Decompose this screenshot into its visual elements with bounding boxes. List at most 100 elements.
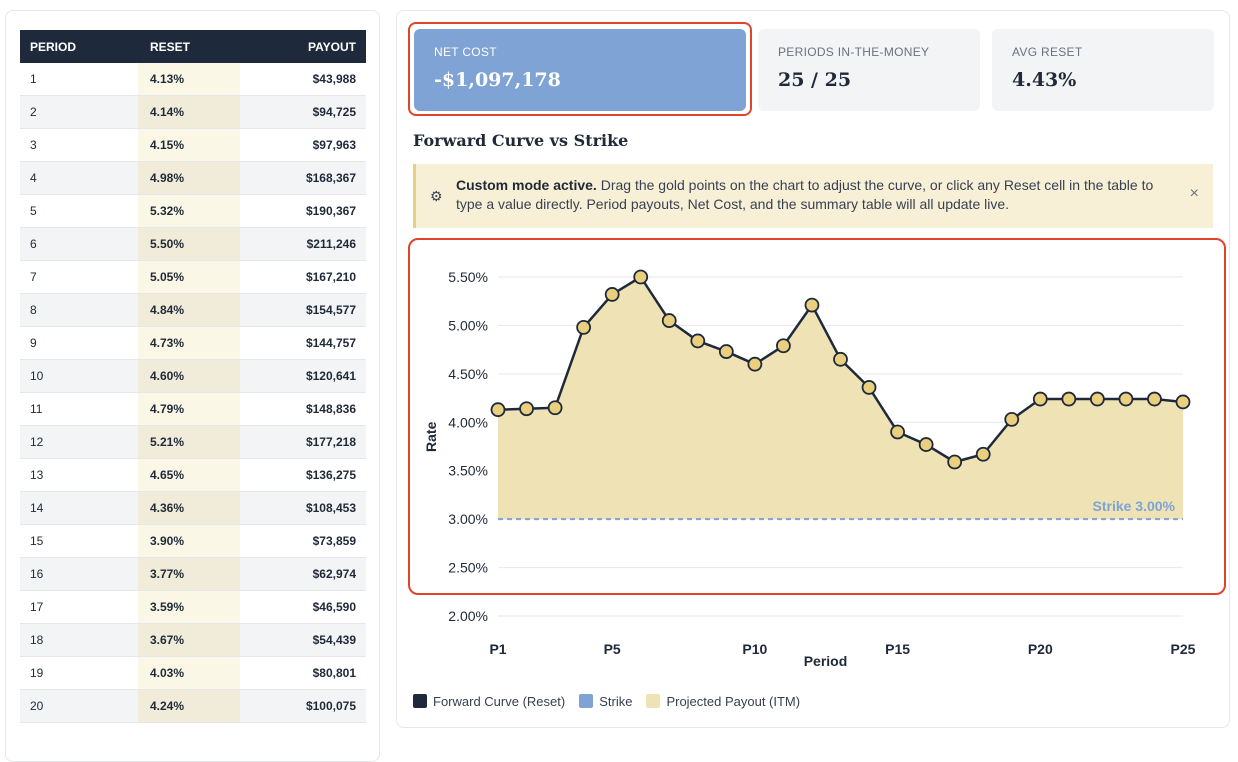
chart-highlight xyxy=(408,238,1226,595)
curve-point[interactable] xyxy=(1118,391,1134,407)
curve-point[interactable] xyxy=(804,297,820,313)
close-icon[interactable]: × xyxy=(1189,185,1199,202)
table-cell-reset[interactable]: 3.67% xyxy=(138,623,240,657)
curve-point[interactable] xyxy=(833,351,848,367)
chart-legend: Forward Curve (Reset) Strike Projected P… xyxy=(413,694,806,709)
table-cell-reset[interactable]: 5.50% xyxy=(138,227,240,261)
table-cell-reset[interactable]: 5.32% xyxy=(138,194,240,228)
curve-point[interactable] xyxy=(633,269,649,285)
table-cell-reset[interactable]: 5.05% xyxy=(138,260,240,294)
table-row: 5 5.32% $190,367 xyxy=(20,194,366,228)
table-cell-reset[interactable]: 3.77% xyxy=(138,557,240,591)
y-tick-label: 4.00% xyxy=(448,414,488,430)
y-tick-label: 5.50% xyxy=(448,269,488,285)
kpi-periods-itm-label: PERIODS IN-THE-MONEY xyxy=(778,45,930,59)
period-table: PERIOD RESET PAYOUT 1 4.13% $43,988 2 4.14% $… xyxy=(20,30,366,723)
table-cell-reset[interactable]: 4.24% xyxy=(138,689,240,723)
table-cell-period: 14 xyxy=(20,491,138,525)
x-tick-label: P1 xyxy=(489,641,506,657)
curve-point[interactable] xyxy=(576,319,592,335)
curve-point[interactable] xyxy=(747,356,763,372)
table-cell-period: 8 xyxy=(20,293,138,327)
table-row: 14 4.36% $108,453 xyxy=(20,491,366,525)
curve-point[interactable] xyxy=(718,344,734,359)
table-body: 1 4.13% $43,988 2 4.14% $94,725 3 4.15% $97,963 4… xyxy=(20,63,366,723)
strike-label: Strike 3.00% xyxy=(1093,498,1176,514)
curve-point[interactable] xyxy=(1061,391,1077,407)
table-cell-reset[interactable]: 4.03% xyxy=(138,656,240,690)
curve-point[interactable] xyxy=(1089,391,1105,407)
table-cell-reset[interactable]: 4.84% xyxy=(138,293,240,327)
notice-message: Custom mode active. Drag the gold points… xyxy=(456,176,1176,214)
curve-point[interactable] xyxy=(918,437,934,452)
table-cell-reset[interactable]: 4.98% xyxy=(138,161,240,195)
curve-point[interactable] xyxy=(690,333,706,349)
table-cell-reset[interactable]: 4.15% xyxy=(138,128,240,162)
table-cell-reset[interactable]: 5.21% xyxy=(138,425,240,459)
curve-point[interactable] xyxy=(776,338,791,354)
curve-point[interactable] xyxy=(661,313,677,328)
table-cell-payout: $54,439 xyxy=(240,623,366,657)
table-cell-reset[interactable]: 4.79% xyxy=(138,392,240,426)
curve-point[interactable] xyxy=(890,424,905,440)
curve-point[interactable] xyxy=(1032,391,1048,407)
table-row: 11 4.79% $148,836 xyxy=(20,392,366,426)
chart-section-title: Forward Curve vs Strike xyxy=(413,131,629,150)
curve-point[interactable] xyxy=(547,400,563,416)
table-cell-payout: $190,367 xyxy=(240,194,366,228)
table-cell-payout: $154,577 xyxy=(240,293,366,327)
table-cell-period: 10 xyxy=(20,359,138,393)
table-cell-reset[interactable]: 4.60% xyxy=(138,359,240,393)
table-cell-period: 3 xyxy=(20,128,138,162)
table-cell-reset[interactable]: 4.65% xyxy=(138,458,240,492)
curve-point[interactable] xyxy=(490,402,506,418)
table-cell-reset[interactable]: 4.36% xyxy=(138,491,240,525)
forward-curve-chart[interactable]: 2.00% 2.50% 3.00% 3.50% 4.00% 4.50% 5.00% 5.50%… xyxy=(397,11,1229,727)
table-cell-reset[interactable]: 3.90% xyxy=(138,524,240,558)
curve-point[interactable] xyxy=(519,401,534,417)
period-table-panel: PERIOD RESET PAYOUT 1 4.13% $43,988 2 4.14% $… xyxy=(5,10,380,762)
table-cell-reset[interactable]: 4.13% xyxy=(138,63,240,96)
table-cell-payout: $108,453 xyxy=(240,491,366,525)
table-cell-reset[interactable]: 4.14% xyxy=(138,95,240,129)
table-cell-period: 17 xyxy=(20,590,138,624)
column-header-period: PERIOD xyxy=(20,30,138,63)
table-cell-period: 7 xyxy=(20,260,138,294)
legend-item-curve[interactable]: Forward Curve (Reset) xyxy=(413,694,565,709)
y-tick-label: 3.50% xyxy=(448,463,488,479)
table-row: 19 4.03% $80,801 xyxy=(20,656,366,690)
table-row: 20 4.24% $100,075 xyxy=(20,689,366,723)
notice-text: Drag the gold points on the chart to adj… xyxy=(456,177,1154,212)
column-header-payout: PAYOUT xyxy=(240,30,366,63)
table-cell-payout: $168,367 xyxy=(240,161,366,195)
x-tick-label: P20 xyxy=(1028,641,1053,657)
kpi-net-cost: NET COST -$1,097,178 xyxy=(414,29,746,111)
curve-point[interactable] xyxy=(1147,391,1162,407)
curve-point[interactable] xyxy=(1175,394,1191,410)
table-cell-period: 4 xyxy=(20,161,138,195)
table-cell-period: 12 xyxy=(20,425,138,459)
x-axis-label: Period xyxy=(804,653,848,669)
table-row: 1 4.13% $43,988 xyxy=(20,63,366,96)
table-row: 2 4.14% $94,725 xyxy=(20,95,366,129)
curve-point[interactable] xyxy=(975,446,991,462)
y-tick-label: 3.00% xyxy=(448,511,488,527)
kpi-avg-reset-label: AVG RESET xyxy=(1012,45,1083,59)
legend-item-payout[interactable]: Projected Payout (ITM) xyxy=(646,694,800,709)
table-cell-payout: $73,859 xyxy=(240,524,366,558)
table-cell-reset[interactable]: 3.59% xyxy=(138,590,240,624)
curve-point[interactable] xyxy=(947,454,963,470)
curve-point[interactable] xyxy=(1004,411,1020,427)
curve-point[interactable] xyxy=(604,287,620,302)
legend-swatch-strike xyxy=(579,694,594,708)
table-row: 7 5.05% $167,210 xyxy=(20,260,366,294)
table-cell-payout: $120,641 xyxy=(240,359,366,393)
table-cell-reset[interactable]: 4.73% xyxy=(138,326,240,360)
legend-item-strike[interactable]: Strike xyxy=(579,694,632,709)
table-cell-payout: $167,210 xyxy=(240,260,366,294)
y-tick-label: 5.00% xyxy=(448,317,488,333)
table-row: 13 4.65% $136,275 xyxy=(20,458,366,492)
table-cell-payout: $80,801 xyxy=(240,656,366,690)
curve-point[interactable] xyxy=(861,380,877,395)
table-cell-period: 5 xyxy=(20,194,138,228)
